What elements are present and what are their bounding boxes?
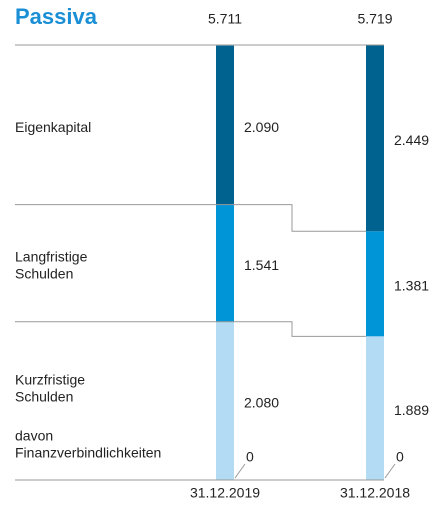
series-label: davon Finanzverbindlichkeiten	[15, 427, 161, 460]
value-label: 2.449	[394, 132, 429, 148]
leader-line	[384, 463, 396, 479]
connector	[15, 321, 366, 337]
bar-segment	[216, 204, 234, 322]
value-label: 2.080	[244, 395, 279, 411]
bar-segment	[216, 321, 234, 480]
value-label: 2.090	[244, 119, 279, 135]
value-label: 1.381	[394, 278, 429, 294]
series-label: Kurzfristige Schulden	[15, 371, 89, 404]
value-label: 0	[246, 449, 254, 465]
connector	[15, 204, 366, 232]
x-tick-label: 31.12.2018	[340, 485, 410, 501]
total-label: 5.719	[357, 11, 392, 27]
leader-line	[234, 463, 246, 479]
value-label: 1.889	[394, 402, 429, 418]
bar-segment	[366, 231, 384, 337]
bar-segment	[216, 45, 234, 205]
series-label: Eigenkapital	[15, 119, 91, 135]
x-tick-label: 31.12.2019	[190, 485, 260, 501]
total-label: 5.711	[208, 11, 242, 27]
value-label: 0	[396, 449, 404, 465]
bar-segment	[366, 45, 384, 232]
value-label: 1.541	[244, 257, 279, 273]
series-label: Langfristige Schulden	[15, 248, 91, 281]
bar-segment	[366, 336, 384, 480]
chart-title: Passiva	[15, 4, 98, 29]
